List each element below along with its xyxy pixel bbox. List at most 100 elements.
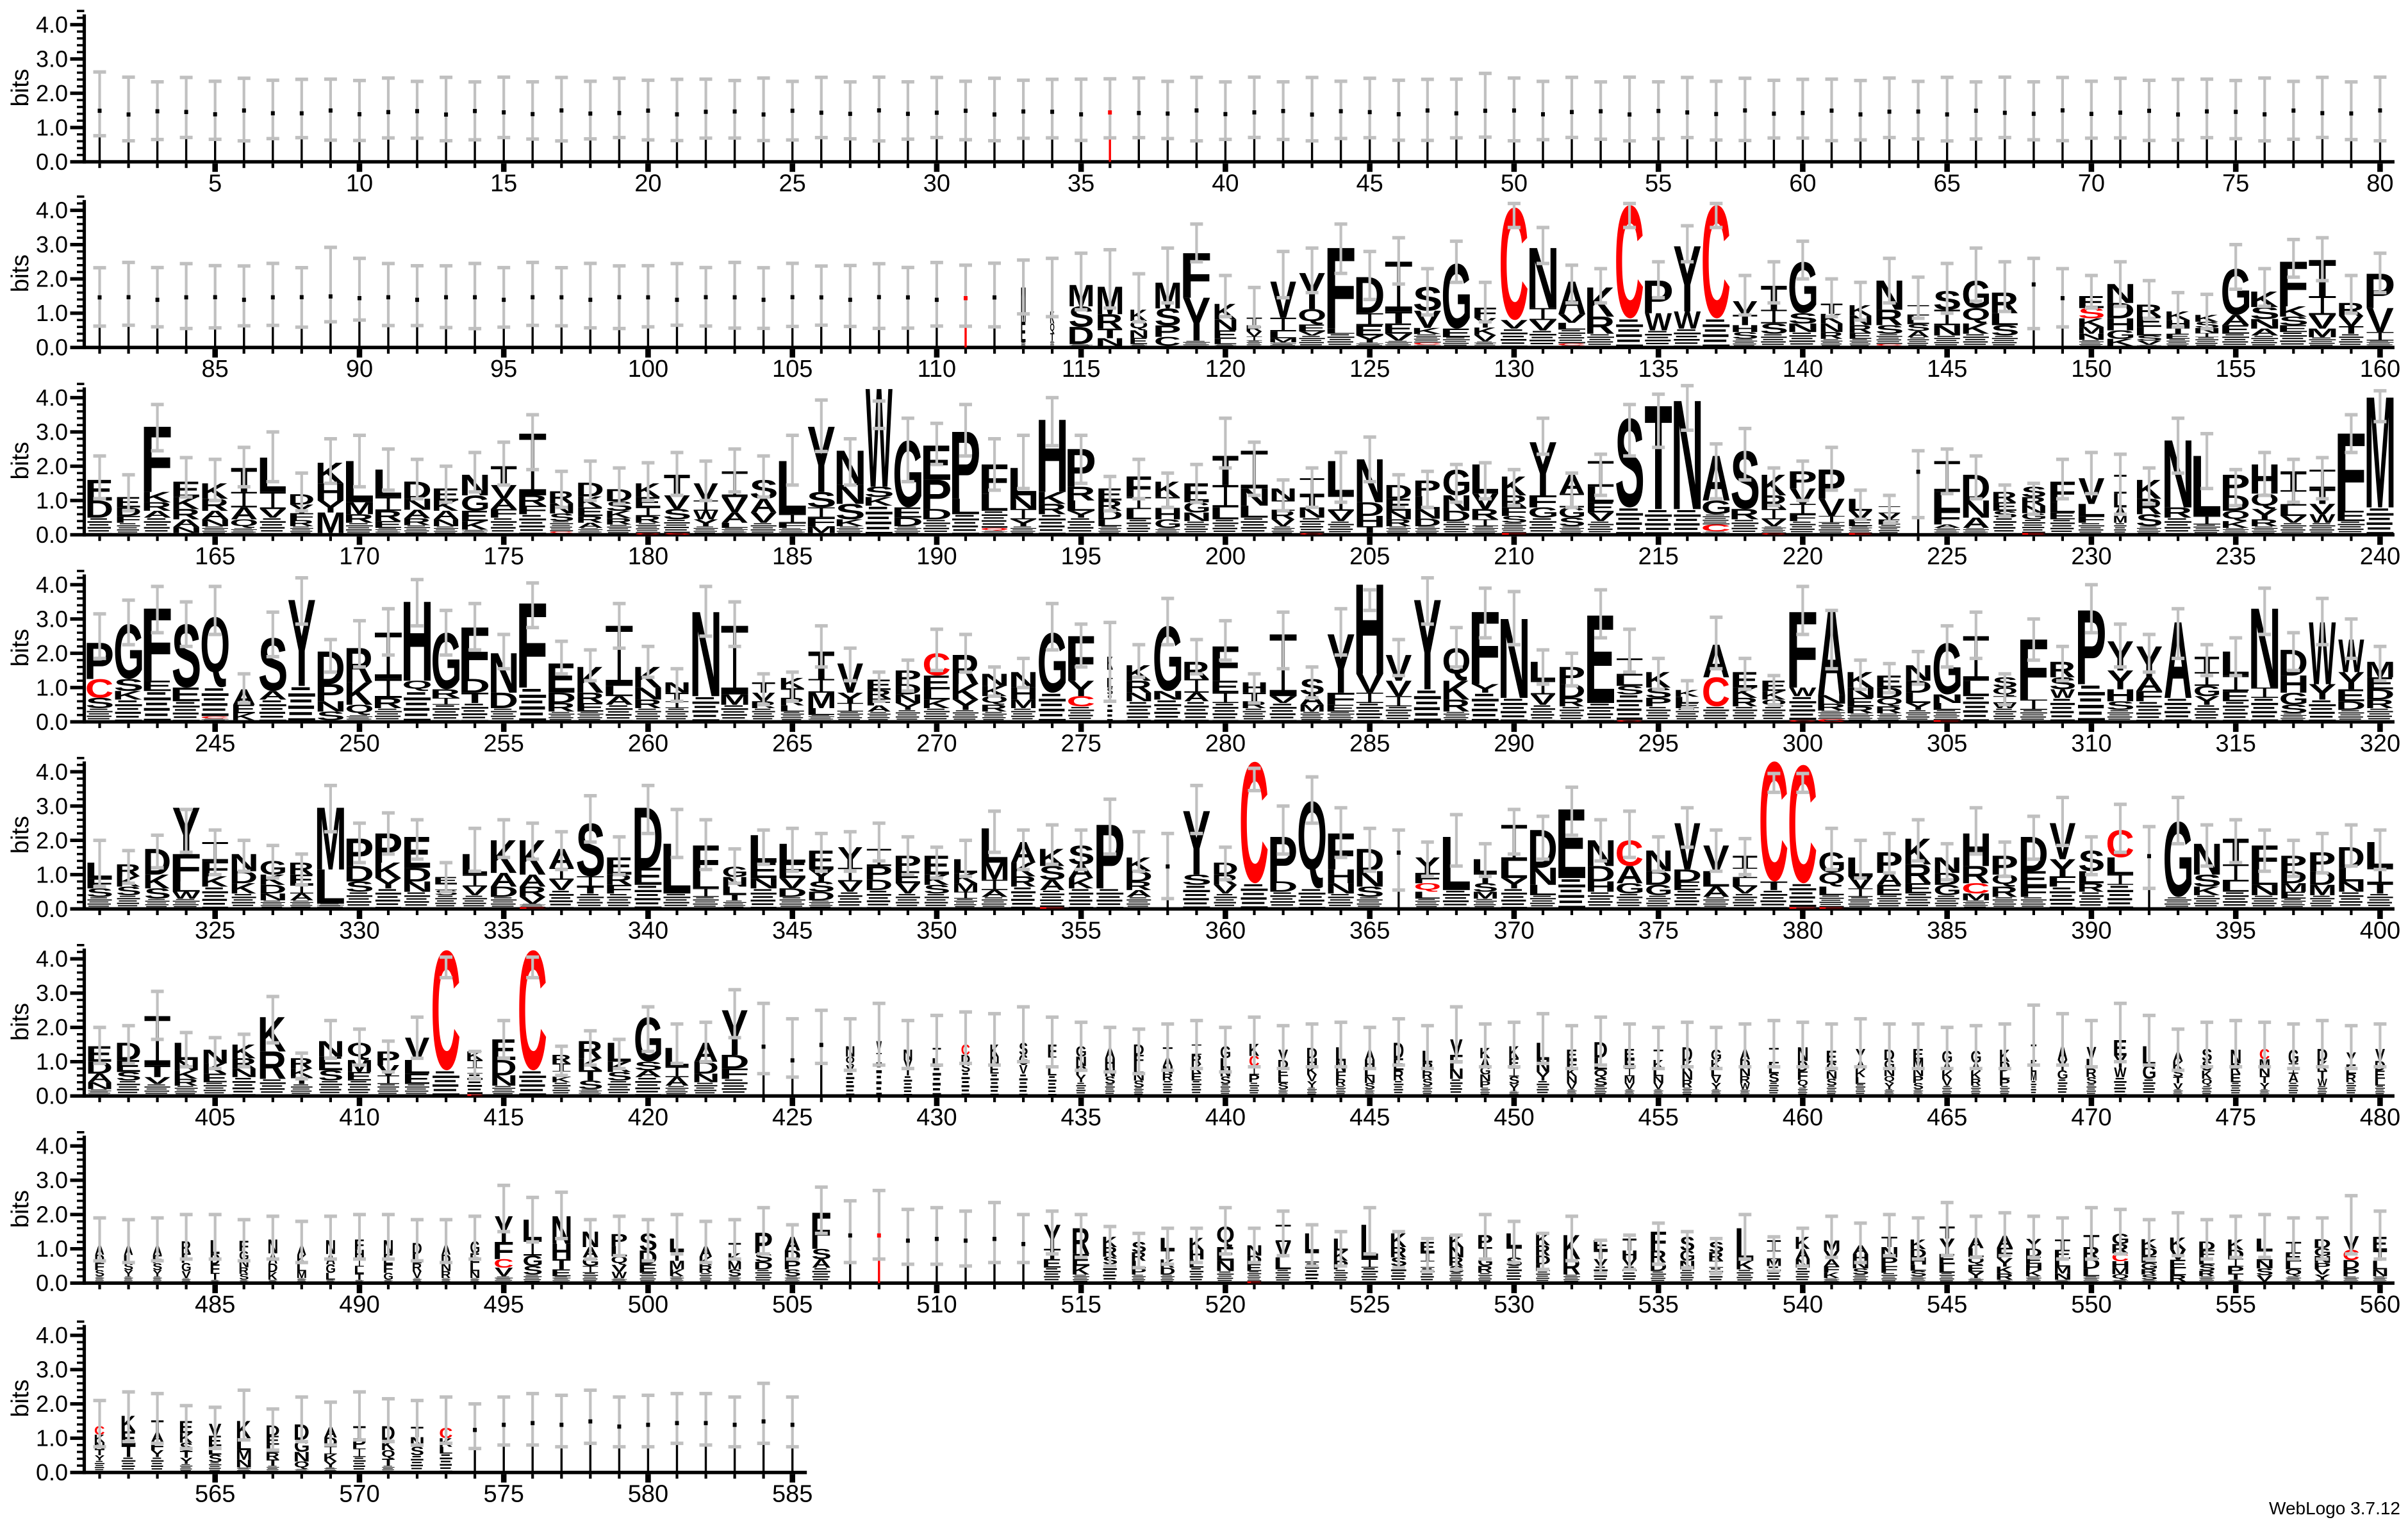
svg-text:400: 400 [2360,917,2400,944]
svg-text:445: 445 [1349,1104,1390,1131]
svg-text:575: 575 [483,1481,524,1508]
svg-text:90: 90 [346,356,373,383]
svg-text:130: 130 [1494,356,1534,383]
svg-text:2.0: 2.0 [36,80,68,106]
svg-text:85: 85 [202,356,229,383]
svg-text:bits: bits [7,69,34,106]
svg-text:570: 570 [339,1481,379,1508]
svg-text:355: 355 [1060,917,1101,944]
svg-text:0.0: 0.0 [36,522,68,548]
svg-text:460: 460 [1783,1104,1823,1131]
svg-text:425: 425 [772,1104,812,1131]
svg-text:205: 205 [1349,543,1390,570]
svg-text:4.0: 4.0 [36,759,68,785]
svg-text:475: 475 [2215,1104,2255,1131]
svg-text:15: 15 [490,170,517,197]
svg-text:1.0: 1.0 [36,115,68,141]
svg-text:120: 120 [1205,356,1246,383]
svg-text:440: 440 [1205,1104,1246,1131]
svg-text:3.0: 3.0 [36,1167,68,1193]
svg-text:75: 75 [2222,170,2249,197]
svg-text:4.0: 4.0 [36,946,68,972]
svg-text:0.0: 0.0 [36,709,68,735]
svg-text:410: 410 [339,1104,379,1131]
svg-text:bits: bits [7,1003,34,1041]
svg-text:150: 150 [2071,356,2111,383]
svg-text:560: 560 [2360,1291,2400,1318]
svg-text:350: 350 [916,917,957,944]
svg-text:0.0: 0.0 [36,1083,68,1109]
svg-text:95: 95 [490,356,517,383]
svg-text:500: 500 [628,1291,668,1318]
svg-text:270: 270 [916,730,957,757]
svg-text:125: 125 [1349,356,1390,383]
svg-text:1.0: 1.0 [36,1048,68,1075]
svg-text:bits: bits [7,629,34,666]
svg-text:390: 390 [2071,917,2111,944]
svg-text:300: 300 [1783,730,1823,757]
svg-text:340: 340 [628,917,668,944]
svg-text:0.0: 0.0 [36,1270,68,1296]
svg-text:80: 80 [2366,170,2393,197]
svg-text:470: 470 [2071,1104,2111,1131]
svg-text:170: 170 [339,543,379,570]
svg-text:4.0: 4.0 [36,572,68,598]
svg-text:195: 195 [1060,543,1101,570]
svg-text:4.0: 4.0 [36,1322,68,1348]
svg-text:70: 70 [2078,170,2105,197]
svg-text:5: 5 [208,170,222,197]
svg-text:65: 65 [1934,170,1961,197]
svg-text:210: 210 [1494,543,1534,570]
svg-text:1.0: 1.0 [36,488,68,514]
svg-text:295: 295 [1638,730,1678,757]
svg-text:25: 25 [779,170,806,197]
svg-text:100: 100 [628,356,668,383]
svg-text:185: 185 [772,543,812,570]
svg-text:240: 240 [2360,543,2400,570]
svg-text:485: 485 [195,1291,235,1318]
svg-text:265: 265 [772,730,812,757]
svg-text:280: 280 [1205,730,1246,757]
svg-text:455: 455 [1638,1104,1678,1131]
svg-text:245: 245 [195,730,235,757]
svg-text:2.0: 2.0 [36,453,68,479]
svg-text:215: 215 [1638,543,1678,570]
svg-text:4.0: 4.0 [36,385,68,411]
svg-text:10: 10 [346,170,373,197]
svg-text:WebLogo 3.7.12: WebLogo 3.7.12 [2269,1498,2400,1518]
svg-text:480: 480 [2360,1104,2400,1131]
svg-text:370: 370 [1494,917,1534,944]
svg-text:260: 260 [628,730,668,757]
svg-text:525: 525 [1349,1291,1390,1318]
svg-text:bits: bits [7,442,34,479]
svg-text:0.0: 0.0 [36,335,68,361]
svg-text:375: 375 [1638,917,1678,944]
svg-text:1.0: 1.0 [36,1425,68,1452]
svg-text:225: 225 [1927,543,1967,570]
svg-text:540: 540 [1783,1291,1823,1318]
svg-text:4.0: 4.0 [36,197,68,224]
svg-text:115: 115 [1062,356,1101,383]
svg-text:35: 35 [1068,170,1094,197]
svg-text:bits: bits [7,1380,34,1418]
svg-text:40: 40 [1212,170,1239,197]
svg-text:3.0: 3.0 [36,1357,68,1383]
svg-text:45: 45 [1357,170,1383,197]
svg-text:510: 510 [916,1291,957,1318]
svg-text:380: 380 [1783,917,1823,944]
svg-text:520: 520 [1205,1291,1246,1318]
svg-text:385: 385 [1927,917,1967,944]
svg-text:305: 305 [1927,730,1967,757]
svg-text:50: 50 [1501,170,1528,197]
svg-text:110: 110 [918,356,957,383]
svg-text:515: 515 [1060,1291,1101,1318]
svg-text:1.0: 1.0 [36,674,68,700]
svg-text:465: 465 [1927,1104,1967,1131]
svg-text:180: 180 [628,543,668,570]
svg-text:200: 200 [1205,543,1246,570]
svg-text:535: 535 [1638,1291,1678,1318]
svg-text:250: 250 [339,730,379,757]
svg-text:2.0: 2.0 [36,1202,68,1228]
svg-text:3.0: 3.0 [36,419,68,445]
svg-text:1.0: 1.0 [36,861,68,888]
